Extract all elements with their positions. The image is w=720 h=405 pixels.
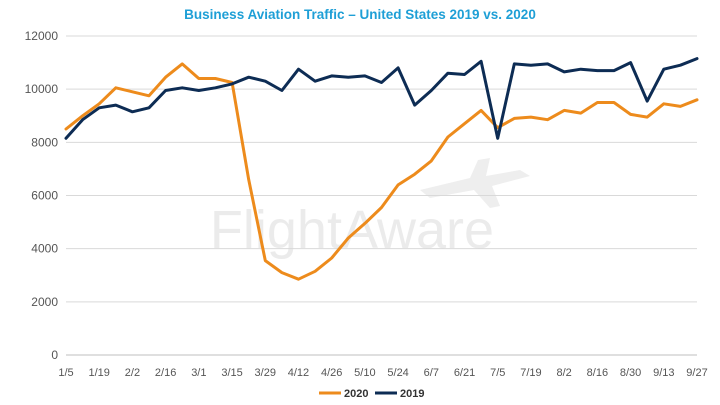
x-tick-label: 7/5 xyxy=(490,367,505,379)
y-tick-label: 10000 xyxy=(25,82,59,96)
y-tick-label: 12000 xyxy=(25,29,59,43)
airplane-watermark-icon xyxy=(420,158,530,208)
legend: 2020 2019 xyxy=(319,388,424,400)
x-tick-label: 6/21 xyxy=(454,367,475,379)
x-tick-label: 8/30 xyxy=(620,367,641,379)
series-lines xyxy=(64,57,699,281)
y-tick-label: 4000 xyxy=(31,242,58,256)
legend-label-2020: 2020 xyxy=(344,388,368,400)
y-axis: 0 2000 4000 6000 8000 10000 12000 xyxy=(25,29,59,362)
x-tick-label: 3/15 xyxy=(221,367,242,379)
x-tick-label: 2/16 xyxy=(155,367,176,379)
x-tick-label: 1/19 xyxy=(88,367,109,379)
y-tick-label: 2000 xyxy=(31,295,58,309)
legend-label-2019: 2019 xyxy=(400,388,424,400)
y-tick-label: 8000 xyxy=(31,135,58,149)
x-tick-label: 5/24 xyxy=(387,367,408,379)
series-line-2020 xyxy=(64,62,699,281)
x-tick-label: 9/27 xyxy=(686,367,707,379)
x-axis: 1/5 1/19 2/2 2/16 3/1 3/15 3/29 4/12 4/26 5/10 5/2… xyxy=(58,367,707,379)
x-tick-label: 8/16 xyxy=(587,367,608,379)
chart-title: Business Aviation Traffic – United State… xyxy=(184,7,536,22)
x-tick-label: 3/29 xyxy=(255,367,276,379)
x-tick-label: 5/10 xyxy=(354,367,375,379)
x-tick-label: 4/12 xyxy=(288,367,309,379)
y-tick-label: 6000 xyxy=(31,189,58,203)
series-line-2019 xyxy=(64,57,699,140)
x-tick-label: 4/26 xyxy=(321,367,342,379)
x-tick-label: 3/1 xyxy=(191,367,206,379)
x-tick-label: 2/2 xyxy=(125,367,140,379)
x-tick-label: 7/19 xyxy=(520,367,541,379)
x-tick-label: 9/13 xyxy=(653,367,674,379)
x-tick-label: 6/7 xyxy=(424,367,439,379)
x-tick-label: 1/5 xyxy=(58,367,73,379)
x-tick-label: 8/2 xyxy=(557,367,572,379)
y-tick-label: 0 xyxy=(51,348,58,362)
flightaware-watermark: FlightAware xyxy=(210,158,530,260)
watermark-text: FlightAware xyxy=(210,200,494,260)
